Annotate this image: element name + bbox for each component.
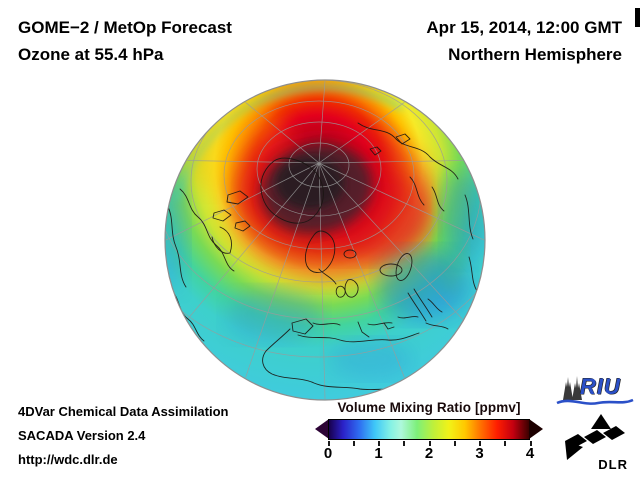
- cathedral-icon: [572, 376, 582, 400]
- colorbar-gradient: [328, 419, 530, 440]
- cathedral-icon: [563, 377, 573, 400]
- colorbar-label-1: 1: [374, 445, 383, 462]
- hemisphere-globe-map: [162, 77, 488, 403]
- blue-patch-south: [328, 339, 412, 379]
- colorbar-tick: [352, 441, 355, 446]
- coastlines: [167, 122, 478, 392]
- colorbar: [315, 419, 543, 446]
- colorbar-tick: [403, 441, 406, 446]
- riu-logo: RIU: [556, 374, 634, 408]
- colorbar-tick: [327, 441, 330, 446]
- riu-logo-text: RIU: [580, 374, 621, 399]
- date-block: Apr 15, 2014, 12:00 GMT Northern Hemisph…: [426, 14, 622, 68]
- hemisphere-label: Northern Hemisphere: [448, 45, 622, 64]
- colorbar-label-4: 4: [525, 445, 535, 462]
- colorbar-left-arrow: [315, 419, 329, 439]
- credits-block: 4DVar Chemical Data Assimilation SACADA …: [18, 400, 229, 472]
- title-block: GOME−2 / MetOp Forecast Ozone at 55.4 hP…: [18, 14, 232, 68]
- riu-logo-graphics: [556, 376, 634, 405]
- edge-mark: [635, 8, 640, 27]
- colorbar-tick: [453, 441, 456, 446]
- colorbar-tick: [504, 441, 507, 446]
- colorbar-label-0: 0: [323, 445, 333, 462]
- assimilation-label: 4DVar Chemical Data Assimilation: [18, 404, 229, 419]
- colorbar-title: Volume Mixing Ratio [ppmv]: [337, 400, 521, 415]
- dlr-logo-text: DLR: [598, 457, 628, 472]
- colorbar-tick: [479, 441, 481, 446]
- version-label: SACADA Version 2.4: [18, 428, 146, 443]
- datetime-label: Apr 15, 2014, 12:00 GMT: [426, 18, 622, 37]
- river-wave-icon: [556, 398, 634, 405]
- instrument-title: GOME−2 / MetOp Forecast: [18, 18, 232, 37]
- colorbar-tick: [378, 441, 380, 446]
- colorbar-tick: [428, 441, 431, 446]
- colorbar-tick: [529, 441, 532, 446]
- blue-patch-east-rim: [442, 171, 485, 263]
- url-label: http://wdc.dlr.de: [18, 452, 118, 467]
- globe-svg: [164, 79, 486, 401]
- colorbar-label-3: 3: [475, 445, 484, 462]
- dark-maximum-core: [276, 157, 344, 209]
- colorbar-label-2: 2: [424, 445, 434, 462]
- dlr-swoosh-icon: [565, 414, 625, 460]
- level-subtitle: Ozone at 55.4 hPa: [18, 45, 164, 64]
- globe-rim: [164, 79, 486, 401]
- blue-patch-southwest: [226, 288, 322, 342]
- dlr-logo: DLR: [562, 412, 632, 474]
- colorbar-right-arrow: [529, 419, 543, 439]
